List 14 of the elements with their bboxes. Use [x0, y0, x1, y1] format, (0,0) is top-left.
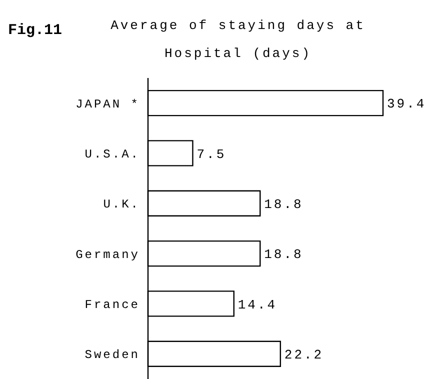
caption: Fig.11 — [8, 22, 62, 39]
y-tick-label: U.S.A. — [84, 148, 140, 162]
data-label: 39.4 — [387, 96, 425, 112]
data-label: 18.8 — [264, 196, 304, 212]
y-tick-label: France — [84, 298, 140, 312]
chart-title: Average of staying days at Hospital (days) — [110, 17, 366, 63]
y-tick-label: Germany — [76, 248, 140, 262]
data-label: 7.5 — [196, 146, 226, 162]
data-label: 22.2 — [284, 347, 324, 362]
data-label: 14.4 — [238, 297, 278, 312]
y-tick-label: U.K. — [103, 198, 140, 212]
y-tick-label: Sweden — [84, 348, 140, 362]
y-tick-label: JAPAN * — [76, 97, 140, 112]
data-label: 18.8 — [264, 247, 304, 262]
